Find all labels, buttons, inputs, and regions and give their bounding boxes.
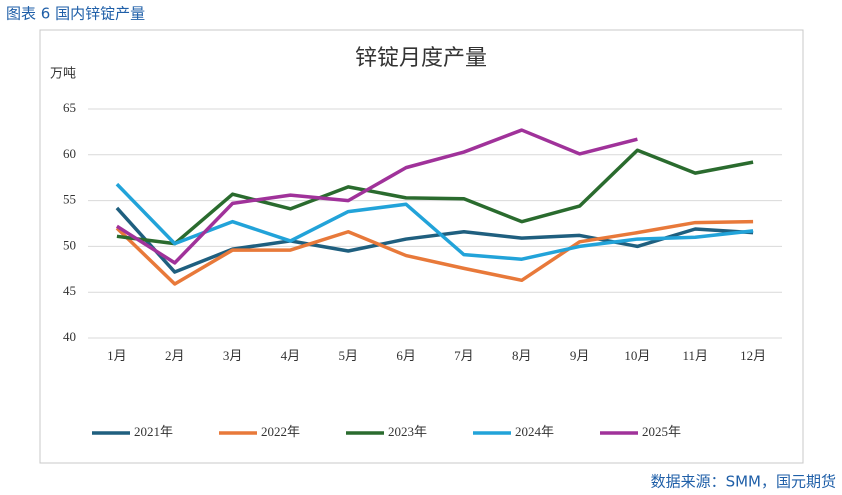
x-tick-label: 9月 xyxy=(570,348,590,363)
series-line xyxy=(115,182,754,261)
x-tick-label: 6月 xyxy=(396,348,416,363)
x-tick-label: 4月 xyxy=(281,348,301,363)
chart-title: 锌锭月度产量 xyxy=(355,45,487,70)
x-tick-label: 8月 xyxy=(512,348,532,363)
y-tick-label: 40 xyxy=(63,329,76,344)
x-tick-label: 2月 xyxy=(165,348,185,363)
legend-label: 2024年 xyxy=(515,424,554,439)
series-line xyxy=(115,219,754,286)
x-tick-label: 7月 xyxy=(454,348,474,363)
x-tick-label: 11月 xyxy=(682,348,708,363)
series-line xyxy=(116,148,754,246)
x-tick-label: 12月 xyxy=(740,348,766,363)
y-tick-label: 45 xyxy=(63,283,76,298)
y-tick-label: 65 xyxy=(63,100,76,115)
y-tick-label: 55 xyxy=(63,192,76,207)
x-tick-label: 10月 xyxy=(624,348,650,363)
x-tick-label: 3月 xyxy=(223,348,243,363)
caption: 图表 6 国内锌锭产量 xyxy=(6,5,145,23)
y-tick-label: 50 xyxy=(63,237,76,252)
source: 数据来源：SMM，国元期货 xyxy=(651,473,836,491)
legend-label: 2023年 xyxy=(388,424,427,439)
legend-label: 2022年 xyxy=(261,424,300,439)
legend-label: 2025年 xyxy=(642,424,681,439)
legend-label: 2021年 xyxy=(134,424,173,439)
x-tick-label: 1月 xyxy=(107,348,127,363)
series-line xyxy=(115,128,638,265)
y-axis-unit: 万吨 xyxy=(50,67,76,82)
x-tick-label: 5月 xyxy=(338,348,358,363)
series-line xyxy=(115,206,754,274)
y-tick-label: 60 xyxy=(63,146,76,161)
